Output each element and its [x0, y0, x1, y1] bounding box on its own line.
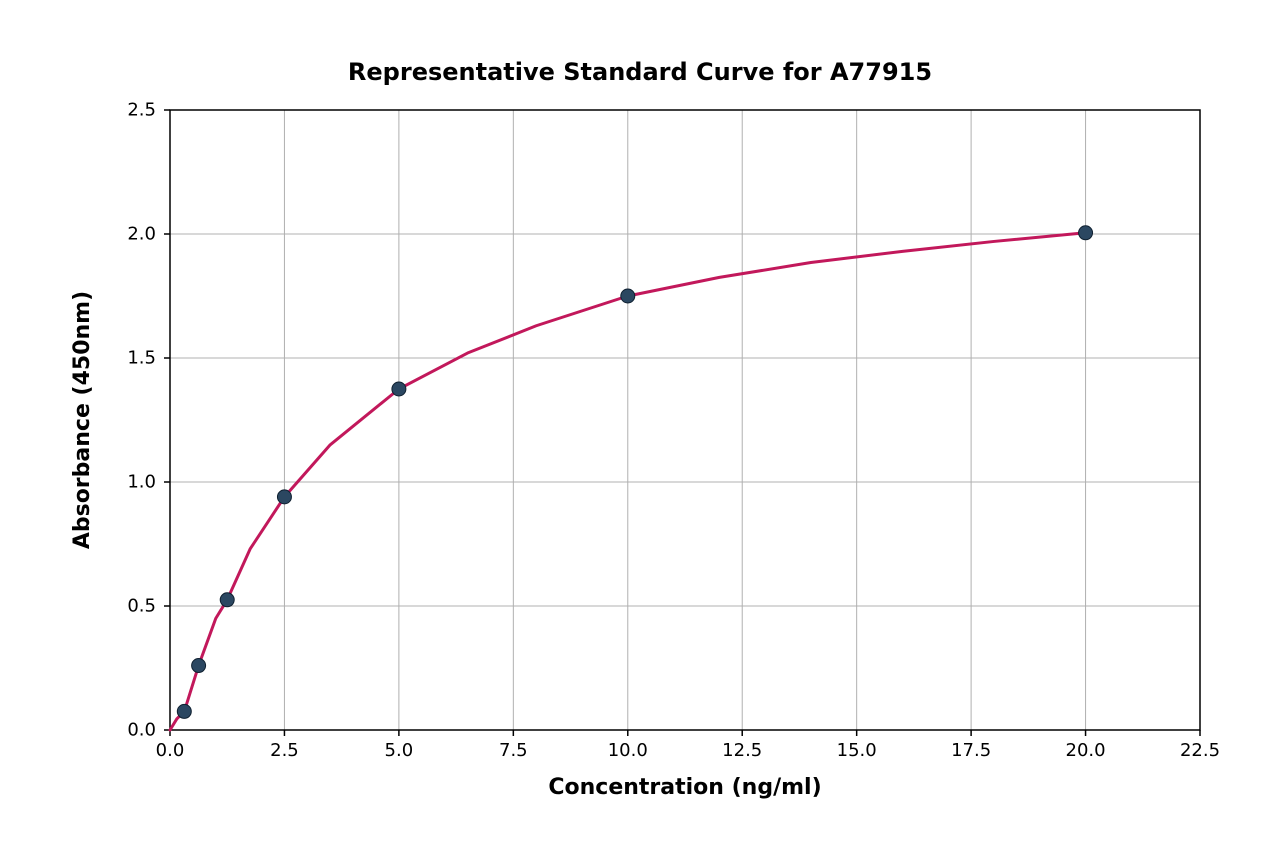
x-tick-label: 20.0 — [1066, 740, 1106, 761]
chart-svg — [0, 0, 1280, 845]
data-point — [621, 289, 635, 303]
y-tick-label: 0.5 — [106, 596, 156, 617]
x-tick-label: 2.5 — [270, 740, 299, 761]
x-tick-label: 7.5 — [499, 740, 528, 761]
y-tick-label: 1.0 — [106, 472, 156, 493]
y-axis-label: Absorbance (450nm) — [70, 110, 95, 730]
x-tick-label: 22.5 — [1180, 740, 1220, 761]
data-point — [277, 490, 291, 504]
x-tick-label: 15.0 — [837, 740, 877, 761]
x-axis-label: Concentration (ng/ml) — [170, 775, 1200, 800]
data-point — [177, 704, 191, 718]
figure: Representative Standard Curve for A77915… — [0, 0, 1280, 845]
x-tick-label: 12.5 — [722, 740, 762, 761]
y-tick-label: 0.0 — [106, 720, 156, 741]
data-point — [192, 659, 206, 673]
data-point — [220, 593, 234, 607]
data-point — [1079, 226, 1093, 240]
data-point — [392, 382, 406, 396]
x-tick-label: 10.0 — [608, 740, 648, 761]
x-tick-label: 5.0 — [385, 740, 414, 761]
y-tick-label: 2.0 — [106, 224, 156, 245]
y-tick-label: 1.5 — [106, 348, 156, 369]
x-tick-label: 0.0 — [156, 740, 185, 761]
y-tick-label: 2.5 — [106, 100, 156, 121]
x-tick-label: 17.5 — [951, 740, 991, 761]
